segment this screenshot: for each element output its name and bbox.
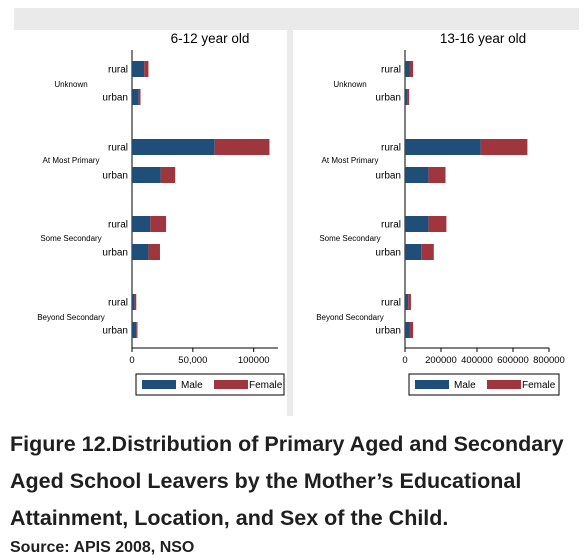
panel-1-legend-swatch-male [142, 380, 176, 389]
panel-1-group-label-at-most-primary: At Most Primary [43, 156, 100, 165]
panel-2-location-label-some-secondary-urban: urban [375, 248, 401, 259]
panel-2-legend-box [408, 373, 560, 396]
panel-2-x-tick-label: 200000 [425, 355, 457, 366]
panel-2-location-label-beyond-secondary-rural: rural [381, 298, 401, 309]
panel-1-bar-female-unknown-urban [138, 89, 141, 105]
panel-1-bar-female-some-secondary-urban [148, 244, 160, 260]
figure-caption-line-3: Attainment, Location, and Sex of the Chi… [10, 506, 449, 530]
figure-caption-line-1: Figure 12.Distribution of Primary Aged a… [10, 432, 564, 456]
panel-2-x-tick-label: 0 [402, 355, 407, 366]
panel-1-bar-female-at-most-primary-urban [160, 167, 176, 183]
panel-2-bar-female-some-secondary-urban [421, 244, 434, 260]
panel-2-bar-female-beyond-secondary-rural [408, 294, 411, 310]
panel-1-x-tick-label: 100000 [238, 355, 270, 366]
panel-2-x-tick-label: 600000 [497, 355, 529, 366]
panel-2-location-label-some-secondary-rural: rural [381, 220, 401, 231]
panel-2-location-label-at-most-primary-urban: urban [375, 171, 401, 182]
panel-1-x-tick-label: 50,000 [178, 355, 207, 366]
panel-1-legend-label-female: Female [249, 380, 283, 391]
panel-1-bar-male-at-most-primary-urban [132, 167, 161, 183]
panel-2-bar-male-some-secondary-rural [405, 216, 429, 232]
panel-2-location-label-unknown-urban: urban [375, 93, 401, 104]
panel-2-group-label-beyond-secondary: Beyond Secondary [316, 313, 384, 322]
panel-2-x-tick-label: 800000 [533, 355, 565, 366]
panel-2-bar-female-at-most-primary-urban [428, 167, 446, 183]
panel-1-x-tick-label: 0 [129, 355, 134, 366]
panel-1-bar-female-beyond-secondary-urban [136, 322, 138, 338]
panel-2-bar-male-some-secondary-urban [405, 244, 422, 260]
panel-2-legend-label-male: Male [454, 380, 476, 391]
panel-1-bar-male-some-secondary-urban [132, 244, 149, 260]
panel-2-bar-female-unknown-urban [407, 89, 410, 105]
panel-2-bar-female-some-secondary-rural [428, 216, 447, 232]
panel-1-location-label-some-secondary-rural: rural [108, 220, 128, 231]
panel-1-location-label-at-most-primary-rural: rural [108, 143, 128, 154]
panel-2-legend-swatch-female [487, 380, 521, 389]
chart-figure: 6-12 year old 0 50,000 100000 Unknown At Most… [14, 8, 579, 416]
panel-2-legend-label-female: Female [522, 380, 556, 391]
panel-1-group-label-some-secondary: Some Secondary [40, 234, 101, 243]
panel-2-title: 13-16 year old [440, 31, 526, 46]
panel-2-bar-female-unknown-rural [409, 61, 414, 77]
panel-1-title: 6-12 year old [171, 31, 250, 46]
panel-1-location-label-at-most-primary-urban: urban [102, 171, 128, 182]
panel-2-bar-male-at-most-primary-rural [405, 139, 481, 155]
panel-2-group-label-some-secondary: Some Secondary [319, 234, 380, 243]
panel-1-bar-male-at-most-primary-rural [132, 139, 215, 155]
panel-1-bar-male-some-secondary-rural [132, 216, 151, 232]
panel-1-group-label-beyond-secondary: Beyond Secondary [37, 313, 105, 322]
panel-1-bar-male-beyond-secondary-rural [132, 294, 135, 310]
panel-1-bar-male-beyond-secondary-urban [132, 322, 137, 338]
panel-2-bar-female-at-most-primary-rural [480, 139, 528, 155]
panel-1-location-label-beyond-secondary-urban: urban [102, 326, 128, 337]
panel-2-legend-swatch-male [415, 380, 449, 389]
figure-source: Source: APIS 2008, NSO [10, 539, 195, 556]
panel-2-group-label-at-most-primary: At Most Primary [322, 156, 379, 165]
panel-2-bar-female-beyond-secondary-urban [409, 322, 414, 338]
panel-1-location-label-unknown-rural: rural [108, 65, 128, 76]
panel-1-location-label-beyond-secondary-rural: rural [108, 298, 128, 309]
panel-1-bar-female-some-secondary-rural [150, 216, 167, 232]
chart-svg: 6-12 year old 0 50,000 100000 Unknown At Most… [14, 8, 579, 416]
caption-block: Figure 12.Distribution of Primary Aged a… [10, 426, 582, 557]
panel-2-bar-male-unknown-rural [405, 61, 410, 77]
panel-1-location-label-unknown-urban: urban [102, 93, 128, 104]
figure-caption-line-2: Aged School Leavers by the Mother’s Educ… [10, 469, 522, 493]
panel-2-group-label-unknown: Unknown [333, 80, 366, 89]
panel-2-location-label-at-most-primary-rural: rural [381, 143, 401, 154]
panel-1-bar-female-unknown-rural [144, 61, 149, 77]
panel-1-location-label-some-secondary-urban: urban [102, 248, 128, 259]
panel-1-bar-male-unknown-urban [132, 89, 139, 105]
panel-2-x-tick-label: 400000 [461, 355, 493, 366]
panel-1-legend-box [135, 373, 285, 396]
panel-2-bar-male-unknown-urban [405, 89, 408, 105]
panel-2-bar-male-beyond-secondary-urban [405, 322, 410, 338]
panel-2-bar-male-at-most-primary-urban [405, 167, 429, 183]
panel-1-legend-label-male: Male [181, 380, 203, 391]
panel-2-location-label-unknown-rural: rural [381, 65, 401, 76]
panel-1-legend-swatch-female [214, 380, 248, 389]
panel-1-bar-female-beyond-secondary-rural [134, 294, 137, 310]
panel-1-bar-male-unknown-rural [132, 61, 145, 77]
panel-1-group-label-unknown: Unknown [54, 80, 87, 89]
panel-2-location-label-beyond-secondary-urban: urban [375, 326, 401, 337]
panel-1-bar-female-at-most-primary-rural [214, 139, 270, 155]
panel-2-bar-male-beyond-secondary-rural [405, 294, 409, 310]
